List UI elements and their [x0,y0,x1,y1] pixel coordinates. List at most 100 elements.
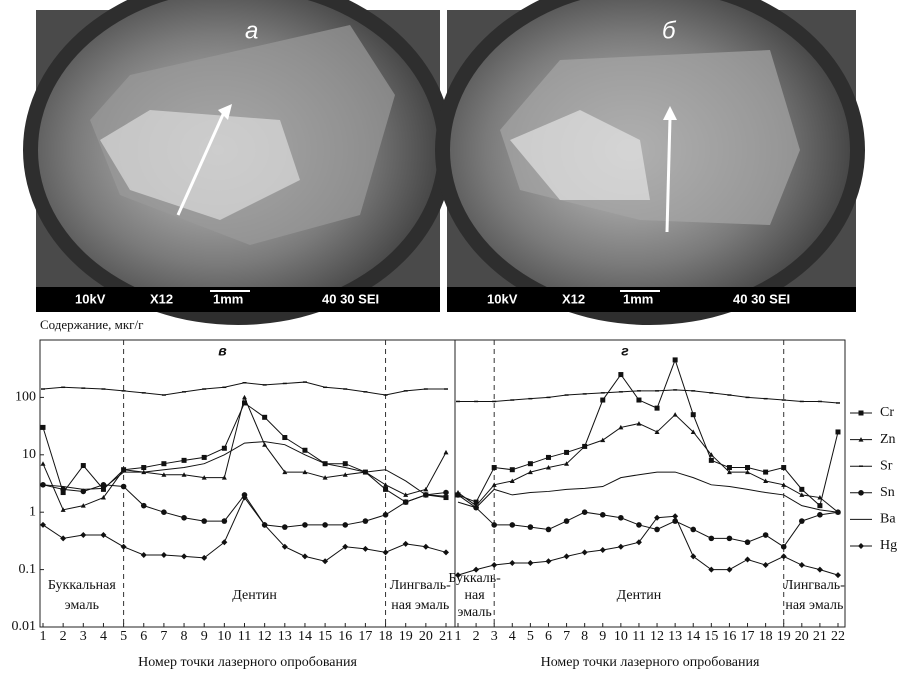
region-label: Лингваль- [390,578,451,593]
marker [492,465,497,470]
photo-label: а [245,17,258,44]
region-label: эмаль [457,605,491,620]
marker [121,484,127,490]
marker [781,465,786,470]
x-tick-label: 7 [160,629,167,644]
marker [528,461,533,466]
region-label: ная эмаль [391,598,449,613]
region-label: Буккаль- [448,571,501,586]
x-tick-label: 1 [455,629,462,644]
marker [763,470,768,475]
marker [141,552,147,558]
marker [363,518,369,524]
marker [636,522,642,528]
marker [510,478,515,483]
marker [528,524,534,530]
marker [600,398,605,403]
marker [654,527,660,533]
x-tick-label: 5 [120,629,127,644]
marker [672,513,678,519]
legend-marker [859,411,864,416]
marker [383,512,389,518]
marker [262,415,267,420]
series-line [458,415,838,513]
marker [443,490,449,496]
y-tick-label: 100 [15,390,36,405]
x-axis-label: Номер точки лазерного опробования [138,655,357,670]
marker [600,547,606,553]
marker [403,499,409,505]
series-line [458,472,838,512]
marker [362,546,368,552]
photo-info: 40 30 SEI [733,291,790,306]
x-tick-label: 9 [599,629,606,644]
marker [222,446,227,451]
x-axis-label: Номер точки лазерного опробования [541,655,760,670]
marker [546,527,552,533]
marker [691,412,696,417]
marker [302,553,308,559]
marker [302,522,308,528]
x-tick-label: 10 [217,629,231,644]
x-tick-label: 21 [813,629,827,644]
x-tick-label: 14 [298,629,312,644]
marker [161,552,167,558]
marker [444,450,449,455]
marker [60,535,66,541]
x-tick-label: 2 [60,629,67,644]
marker [727,465,732,470]
marker [745,465,750,470]
x-tick-label: 9 [201,629,208,644]
series-line [458,390,838,403]
x-tick-label: 8 [181,629,188,644]
marker [636,421,641,426]
x-tick-label: 4 [509,629,516,644]
marker [836,429,841,434]
marker [673,357,678,362]
marker [423,487,428,492]
marker [41,425,46,430]
marker [282,524,288,530]
marker [455,492,461,498]
x-tick-label: 16 [338,629,352,644]
marker [745,539,751,545]
marker [491,562,497,568]
x-tick-label: 18 [759,629,773,644]
marker [781,553,787,559]
legend-label: Cr [880,405,894,420]
marker [727,536,733,542]
marker [161,509,167,515]
marker [181,553,187,559]
marker [383,487,388,492]
marker [817,503,822,508]
marker [600,512,606,518]
marker [582,549,588,555]
x-tick-label: 16 [722,629,736,644]
x-tick-label: 1 [40,629,47,644]
marker [509,522,515,528]
legend-label: Sr [880,458,893,473]
x-tick-label: 18 [379,629,393,644]
x-tick-label: 4 [100,629,107,644]
marker [343,461,348,466]
marker [510,467,515,472]
marker [491,522,497,528]
marker [817,567,823,573]
x-tick-label: 19 [777,629,791,644]
marker [546,455,551,460]
marker [564,518,570,524]
panel-title: г [621,343,629,359]
marker [726,567,732,573]
x-tick-label: 12 [258,629,272,644]
legend-marker [858,543,864,549]
marker [262,442,267,447]
x-tick-label: 6 [140,629,147,644]
marker [655,406,660,411]
x-tick-label: 22 [831,629,845,644]
figure: а б 10kV X12 1mm 40 30 SEI 10kV X12 1mm … [0,0,899,673]
marker [763,532,769,538]
marker [182,458,187,463]
x-tick-label: 17 [741,629,755,644]
photo-info: 1mm [213,291,243,306]
marker [799,487,804,492]
